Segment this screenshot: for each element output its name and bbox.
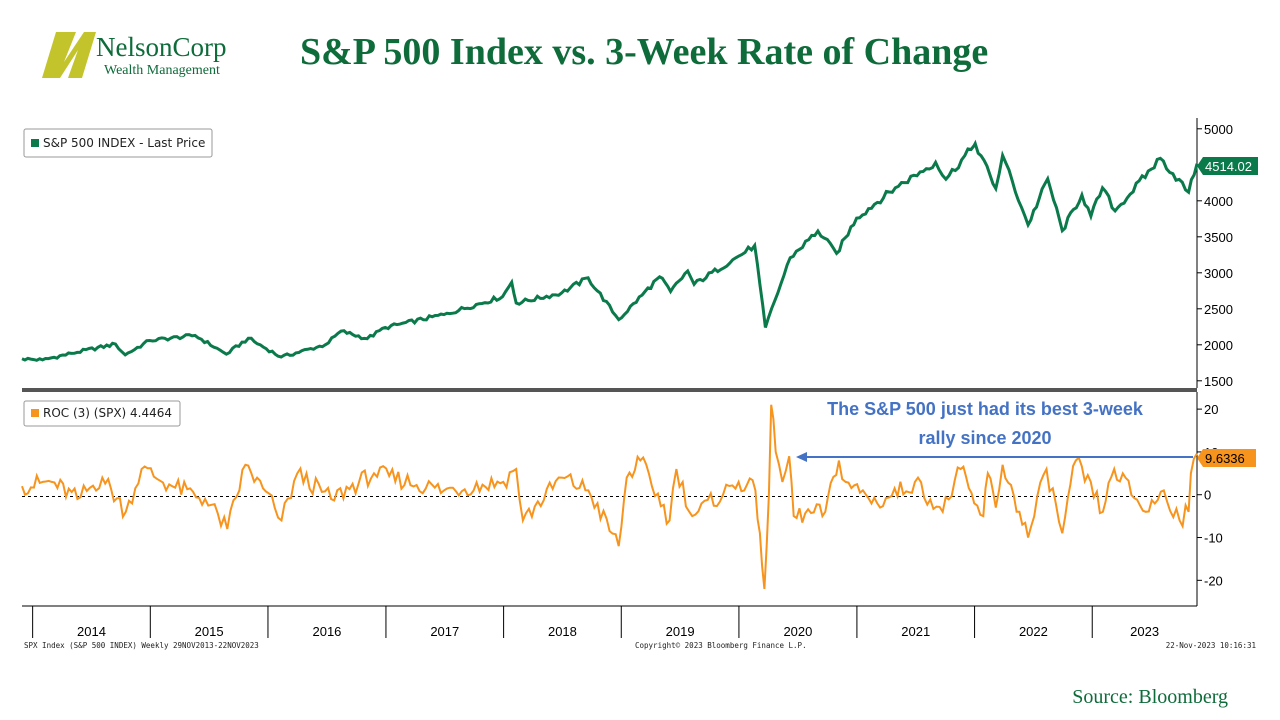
year-label: 2014 bbox=[77, 624, 106, 639]
annotation-arrowhead bbox=[796, 452, 807, 462]
y-tick-label: 3000 bbox=[1204, 266, 1233, 281]
year-label: 2022 bbox=[1019, 624, 1048, 639]
panel-divider bbox=[22, 388, 1197, 392]
annotation-line-2: rally since 2020 bbox=[918, 428, 1051, 448]
roc-legend: ROC (3) (SPX) 4.4464 bbox=[23, 400, 181, 427]
year-label: 2016 bbox=[312, 624, 341, 639]
legend-label: ROC (3) (SPX) 4.4464 bbox=[43, 406, 172, 420]
chart: 15002000250030003500400045005000 S&P 500… bbox=[21, 118, 1258, 650]
y-tick-label: 3500 bbox=[1204, 230, 1233, 245]
x-axis: 2014 2015 2016 2017 2018 2019 2020 2021 2022 2023 bbox=[22, 605, 1197, 639]
y-tick-label: 1500 bbox=[1204, 374, 1233, 389]
lower-ticks: -20-1001020 bbox=[1197, 402, 1223, 588]
legend-label: S&P 500 INDEX - Last Price bbox=[43, 136, 205, 150]
year-label: 2021 bbox=[901, 624, 930, 639]
logo-n-mark bbox=[42, 32, 96, 78]
legend-box bbox=[23, 128, 213, 158]
y-tick-label: 5000 bbox=[1204, 122, 1233, 137]
roc-last-value: 9.6336 bbox=[1205, 451, 1245, 466]
year-label: 2015 bbox=[195, 624, 224, 639]
upper-ticks: 15002000250030003500400045005000 bbox=[1197, 122, 1233, 389]
y-tick-label: -20 bbox=[1204, 573, 1223, 588]
y-tick-label: 20 bbox=[1204, 402, 1218, 417]
lower-panel: -20-1001020 ROC (3) (SPX) 4.4464 The S&P… bbox=[21, 392, 1256, 606]
footer-right: 22-Nov-2023 10:16:31 bbox=[1166, 641, 1256, 650]
legend-swatch bbox=[31, 139, 39, 147]
y-tick-label: 2000 bbox=[1204, 338, 1233, 353]
page-title: S&P 500 Index vs. 3-Week Rate of Change bbox=[300, 31, 989, 73]
y-tick-label: 4000 bbox=[1204, 194, 1233, 209]
roc-last-value-tag: 9.6336 bbox=[1197, 449, 1256, 467]
year-label: 2018 bbox=[548, 624, 577, 639]
roc-line bbox=[21, 404, 1198, 589]
footer-center: Copyright© 2023 Bloomberg Finance L.P. bbox=[635, 641, 807, 650]
year-label: 2019 bbox=[666, 624, 695, 639]
logo-subtitle: Wealth Management bbox=[104, 63, 220, 78]
y-tick-label: -10 bbox=[1204, 531, 1223, 546]
year-ticks: 2014 2015 2016 2017 2018 2019 2020 2021 2022 2023 bbox=[32, 606, 1159, 639]
annotation-line-1: The S&P 500 just had its best 3-week bbox=[827, 399, 1144, 419]
spx-legend: S&P 500 INDEX - Last Price bbox=[23, 128, 213, 158]
legend-swatch bbox=[31, 409, 39, 417]
spx-last-value-tag: 4514.02 bbox=[1197, 157, 1258, 175]
spx-line bbox=[21, 139, 1199, 362]
nelsoncorp-logo: NelsonCorp Wealth Management bbox=[38, 24, 253, 84]
footer-left: SPX Index (S&P 500 INDEX) Weekly 29NOV20… bbox=[24, 641, 259, 650]
legend-box bbox=[23, 400, 181, 427]
y-tick-label: 0 bbox=[1204, 488, 1211, 503]
year-label: 2023 bbox=[1130, 624, 1159, 639]
year-label: 2017 bbox=[430, 624, 459, 639]
year-label: 2020 bbox=[783, 624, 812, 639]
upper-panel: 15002000250030003500400045005000 S&P 500… bbox=[21, 118, 1258, 389]
y-tick-label: 2500 bbox=[1204, 302, 1233, 317]
logo-name: NelsonCorp bbox=[96, 32, 227, 62]
source-note: Source: Bloomberg bbox=[1072, 686, 1228, 708]
spx-last-value: 4514.02 bbox=[1205, 159, 1252, 174]
